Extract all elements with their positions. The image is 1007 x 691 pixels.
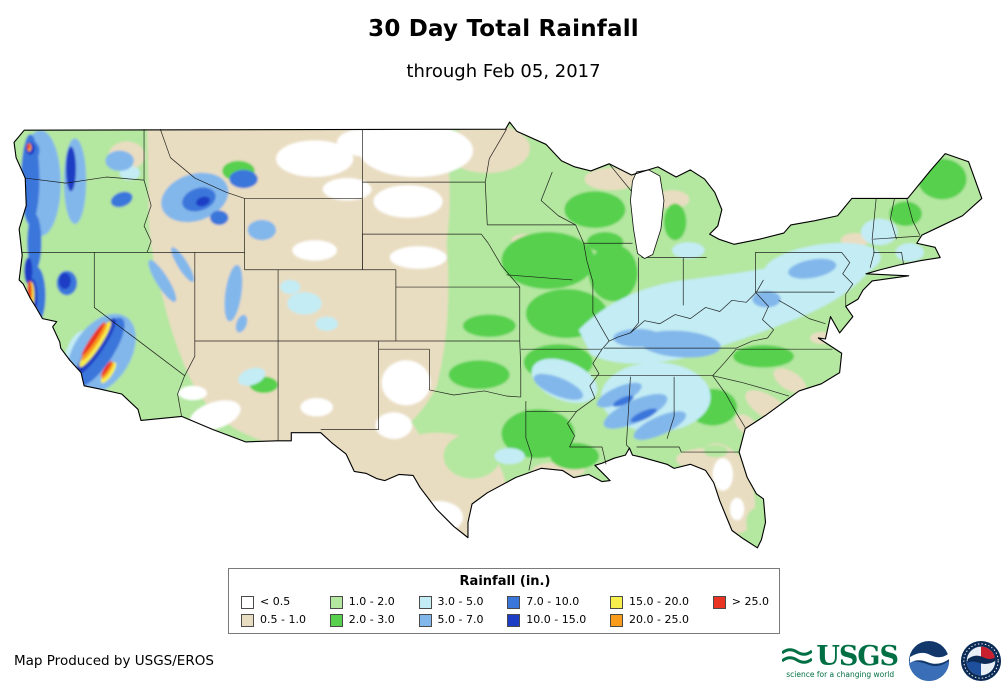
legend-swatch — [241, 613, 254, 627]
legend-label: 20.0 - 25.0 — [629, 613, 689, 626]
legend-item: 3.0 - 5.0 — [418, 593, 484, 611]
legend-label: > 25.0 — [731, 595, 769, 608]
legend-item: 2.0 - 3.0 — [329, 611, 395, 629]
nws-logo — [960, 640, 1002, 682]
us-rainfall-svg — [13, 121, 983, 549]
legend-item: 10.0 - 15.0 — [507, 611, 586, 629]
usgs-logo: USGS science for a changing world — [782, 641, 899, 680]
legend-label: 10.0 - 15.0 — [526, 613, 587, 626]
usgs-tagline: science for a changing world — [786, 670, 895, 680]
rainfall-map — [10, 120, 995, 558]
legend-item: 5.0 - 7.0 — [418, 611, 484, 629]
legend: Rainfall (in.) < 0.5 0.5 - 1.0 1.0 - 2.0… — [228, 568, 780, 634]
legend-item: 7.0 - 10.0 — [507, 593, 586, 611]
legend-label: 1.0 - 2.0 — [348, 595, 395, 608]
legend-label: 0.5 - 1.0 — [260, 613, 306, 626]
legend-swatch — [418, 595, 432, 609]
legend-swatch — [712, 595, 726, 609]
agency-logos: USGS science for a changing world — [782, 640, 1002, 682]
legend-swatch — [329, 613, 343, 627]
legend-label: < 0.5 — [260, 595, 291, 608]
legend-item: 1.0 - 2.0 — [329, 593, 395, 611]
legend-item: 20.0 - 25.0 — [610, 611, 689, 629]
legend-swatch — [507, 595, 521, 609]
great-lakes — [630, 169, 665, 260]
legend-swatch — [610, 595, 623, 609]
legend-label: 2.0 - 3.0 — [348, 613, 395, 626]
legend-grid: < 0.5 0.5 - 1.0 1.0 - 2.0 2.0 - 3.0 3.0 … — [241, 593, 769, 629]
legend-swatch — [418, 613, 432, 627]
usgs-wave-icon — [782, 648, 813, 664]
legend-swatch — [241, 595, 254, 609]
legend-item: > 25.0 — [712, 593, 769, 611]
state-borders — [22, 128, 921, 471]
legend-swatch — [507, 613, 521, 627]
noaa-logo — [908, 640, 950, 682]
legend-label: 5.0 - 7.0 — [437, 613, 484, 626]
legend-label: 7.0 - 10.0 — [526, 595, 580, 608]
usgs-wordmark: USGS — [816, 641, 899, 673]
map-credit: Map Produced by USGS/EROS — [14, 653, 214, 669]
page-title: 30 Day Total Rainfall — [368, 16, 639, 42]
legend-swatch — [329, 595, 343, 609]
legend-swatch — [610, 613, 623, 627]
rain-green-patches — [443, 433, 767, 537]
legend-title: Rainfall (in.) — [459, 574, 551, 589]
us-outline — [13, 121, 983, 549]
rain-white-lt0p5 — [178, 124, 745, 534]
legend-label: 3.0 - 5.0 — [437, 595, 484, 608]
legend-item: < 0.5 — [241, 593, 306, 611]
legend-item: 0.5 - 1.0 — [241, 611, 306, 629]
legend-label: 15.0 - 20.0 — [629, 595, 689, 608]
legend-item: 15.0 - 20.0 — [610, 593, 689, 611]
page-subtitle: through Feb 05, 2017 — [406, 61, 601, 82]
rain-green-2-3 — [222, 158, 967, 470]
